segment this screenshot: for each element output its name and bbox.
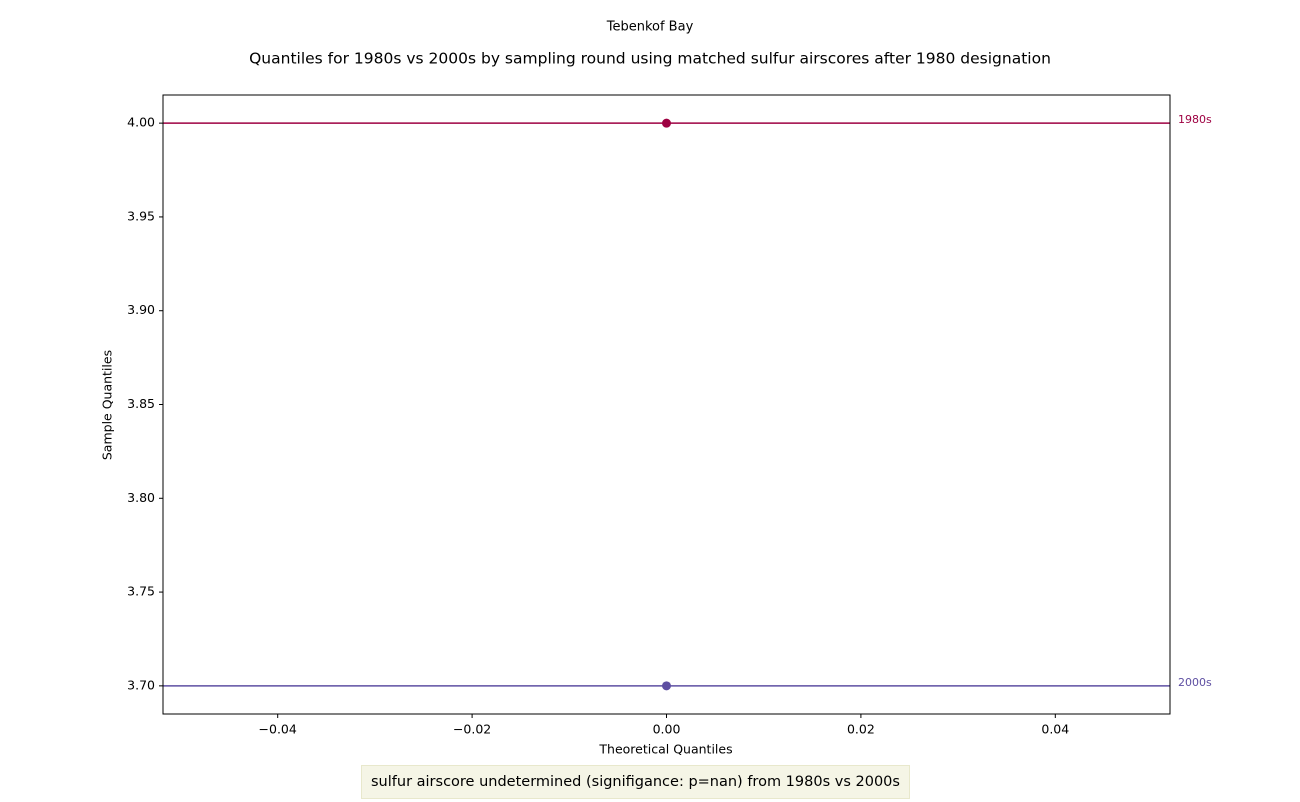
x-tick-label: 0.02 [847, 722, 875, 737]
y-tick-label: 3.90 [127, 302, 155, 317]
y-tick-label: 3.80 [127, 490, 155, 505]
point [662, 118, 671, 128]
y-axis-label: Sample Quantiles [100, 350, 115, 460]
y-tick-label: 3.95 [127, 208, 155, 223]
annotation: sulfur airscore undetermined (signifigan… [361, 765, 910, 799]
x-axis-label: Theoretical Quantiles [598, 742, 732, 757]
point [662, 681, 671, 691]
chart-title: Quantiles for 1980s vs 2000s by sampling… [249, 50, 1051, 68]
series-label: 1980s [1178, 113, 1212, 126]
y-tick-label: 4.00 [127, 115, 155, 130]
series-label: 2000s [1178, 676, 1212, 689]
x-tick-label: 0.04 [1041, 722, 1069, 737]
x-tick-label: −0.04 [259, 722, 297, 737]
y-tick-label: 3.75 [127, 584, 155, 599]
x-tick-label: −0.02 [453, 722, 491, 737]
suptitle: Tebenkof Bay [606, 20, 694, 35]
y-tick-label: 3.85 [127, 396, 155, 411]
axes-frame [162, 94, 1171, 715]
y-tick-label: 3.70 [127, 677, 155, 692]
x-tick-label: 0.00 [653, 722, 681, 737]
